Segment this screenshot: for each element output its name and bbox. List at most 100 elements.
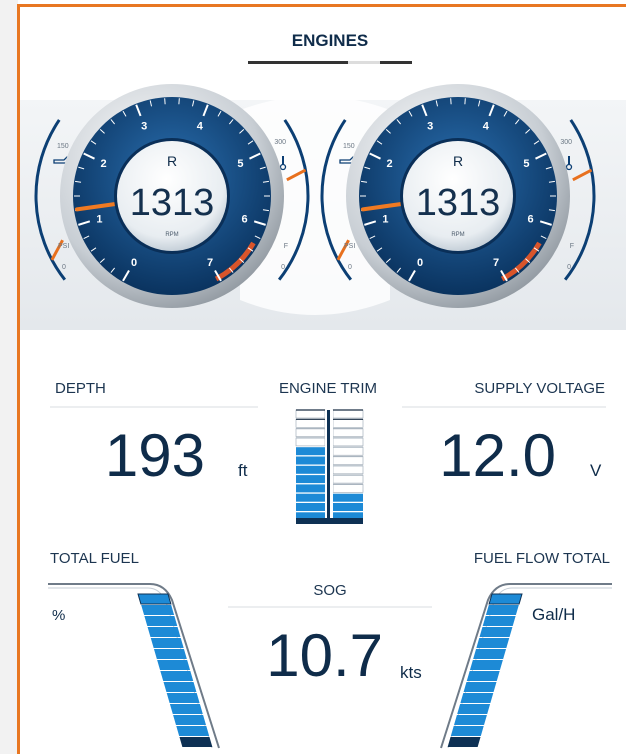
fuel-segment [160, 671, 194, 681]
fuel-flow-gauge [440, 583, 612, 749]
dial-number: 6 [242, 213, 248, 225]
dial-tick [514, 119, 520, 125]
dial-tick [503, 110, 508, 117]
voltage-unit: V [590, 461, 602, 480]
rpm-unit: RPM [165, 232, 178, 238]
dial-tick [369, 235, 376, 239]
dial-tick [369, 152, 381, 160]
sog-value: 10.7 [266, 622, 383, 689]
fuel-segment [176, 726, 210, 736]
dial-tick [217, 110, 222, 117]
dial-tick [364, 166, 371, 170]
dial-number: 3 [141, 120, 147, 132]
fuel-segment [147, 627, 181, 637]
dial-tick [500, 269, 508, 282]
temp-unit: F [284, 243, 288, 250]
dial-tick [191, 100, 195, 107]
fuel-gauge [48, 583, 220, 749]
voltage-value: 12.0 [439, 422, 556, 489]
trim-segment-lit [333, 493, 363, 502]
dial-tick [385, 258, 391, 264]
dial-tick [435, 100, 439, 107]
dial-tick [514, 267, 520, 273]
dial-tick [90, 140, 97, 145]
temp-min: 0 [567, 264, 571, 271]
fuel-segment [454, 715, 487, 725]
temp-pointer [286, 168, 307, 182]
trim-segment-lit [296, 447, 325, 456]
temp-max: 300 [560, 139, 572, 146]
dial-tick [149, 100, 153, 107]
fuel-segment [460, 693, 494, 703]
trim-base [296, 518, 363, 524]
dial-tick [533, 140, 540, 145]
fuel-segment [488, 593, 523, 605]
dial-tick [408, 110, 413, 117]
trim-segment [332, 484, 364, 493]
dial-number: 2 [100, 158, 106, 170]
trim-divider [327, 410, 330, 524]
trim-segment [295, 409, 326, 419]
trim-segment [295, 428, 326, 437]
fuel-segment [457, 704, 491, 714]
dial-tick [376, 247, 383, 252]
rpm-value: 1313 [130, 182, 215, 224]
fuel-unit: % [52, 607, 65, 624]
temp-max: 300 [274, 139, 286, 146]
depth-label: DEPTH [55, 380, 106, 397]
dial-tick [259, 166, 266, 170]
dial-number: 7 [207, 257, 213, 269]
dial-tick [78, 220, 91, 226]
fuel-segment [466, 671, 500, 681]
temp-unit: F [570, 243, 574, 250]
temp-min: 0 [281, 264, 285, 271]
dial-tick [539, 220, 552, 226]
dial-tick [262, 209, 269, 212]
dial-number: 3 [427, 120, 433, 132]
fuel-flow-label: FUEL FLOW TOTAL [474, 550, 610, 567]
trim-segment-lit [333, 503, 363, 511]
tab-indicator [348, 61, 380, 64]
pressure-unit: PSI [58, 243, 69, 250]
trim-segment [332, 456, 364, 465]
dial-tick [396, 267, 402, 273]
dial-number: 4 [483, 120, 490, 132]
trim-indicator [295, 409, 364, 524]
trim-segment [332, 474, 364, 484]
side-arc [320, 119, 353, 281]
dial-tick [385, 128, 391, 134]
dial-tick [228, 119, 234, 125]
dial-tick [421, 104, 428, 117]
fuel-segment [150, 638, 184, 648]
dial-number: 7 [493, 257, 499, 269]
dial-tick [408, 269, 416, 282]
dial-tick [253, 220, 266, 226]
fuel-segment [141, 605, 175, 615]
trim-segment-lit [296, 512, 325, 521]
gauge-face [403, 141, 513, 251]
fuel-segment [153, 649, 187, 659]
dial-tick [249, 152, 261, 160]
dial-tick [122, 110, 127, 117]
trim-segment [332, 446, 364, 456]
dial-tick [488, 104, 495, 117]
trim-segment-lit [296, 484, 325, 493]
dial-number: 0 [417, 257, 423, 269]
fuel-segment [485, 605, 519, 615]
dial-tick [247, 140, 254, 145]
fuel-segment [166, 693, 200, 703]
dial-tick [548, 180, 555, 183]
fuel-outline [440, 583, 612, 749]
top-border [18, 4, 626, 7]
dial-number: 5 [237, 158, 243, 170]
fuel-segment [479, 627, 513, 637]
trim-segment [295, 437, 326, 447]
gauge-label: R [167, 153, 177, 169]
thermo-icon [565, 163, 573, 171]
depth-unit: ft [238, 461, 248, 480]
fuel-label: TOTAL FUEL [50, 550, 139, 567]
fuel-segment [482, 616, 516, 626]
dial-tick [533, 247, 540, 252]
dial-number: 5 [523, 158, 529, 170]
